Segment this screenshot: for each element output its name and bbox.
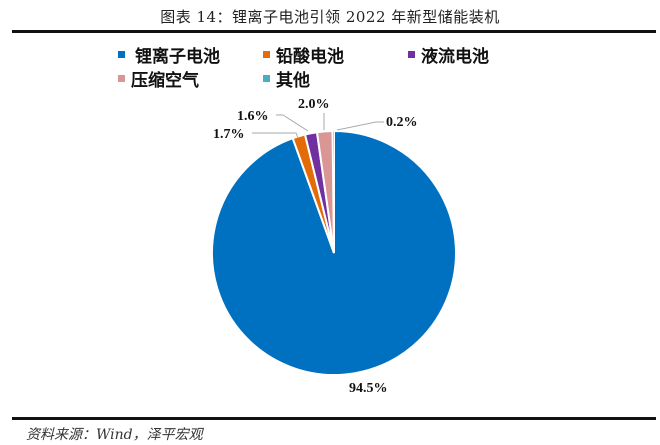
legend-swatch-icon (118, 75, 125, 82)
legend-item-flow: 液流电池 (408, 42, 489, 67)
legend-label: 锂离子电池 (135, 47, 220, 67)
legend-swatch-icon (408, 51, 415, 58)
data-label-other: 0.2% (386, 115, 418, 130)
leader-line-lead (252, 132, 299, 139)
leader-line-flow (276, 114, 309, 132)
legend-item-li-ion: 锂离子电池 (118, 42, 220, 67)
legend-swatch-icon (118, 51, 125, 58)
legend-item-other: 其他 (263, 66, 310, 91)
data-label-li-ion: 94.5% (349, 381, 388, 396)
legend-label: 液流电池 (421, 47, 489, 67)
data-label-lead: 1.7% (213, 127, 245, 142)
legend-label: 其他 (276, 71, 310, 91)
legend-item-lead-acid: 铅酸电池 (263, 42, 344, 67)
data-label-flow: 1.6% (237, 109, 269, 124)
legend-swatch-icon (263, 51, 270, 58)
leader-line-other (336, 121, 384, 131)
chart-title: 图表 14：锂离子电池引领 2022 年新型储能装机 (160, 8, 500, 26)
legend-label: 压缩空气 (131, 71, 199, 91)
top-divider (12, 30, 656, 33)
data-label-air: 2.0% (298, 97, 330, 112)
legend-label: 铅酸电池 (276, 47, 344, 67)
legend-item-compressed-air: 压缩空气 (118, 66, 199, 91)
legend-swatch-icon (263, 75, 270, 82)
pie-slice-other (331, 130, 335, 254)
source-note: 资料来源：Wind，泽平宏观 (26, 427, 203, 443)
bottom-divider (12, 417, 656, 420)
